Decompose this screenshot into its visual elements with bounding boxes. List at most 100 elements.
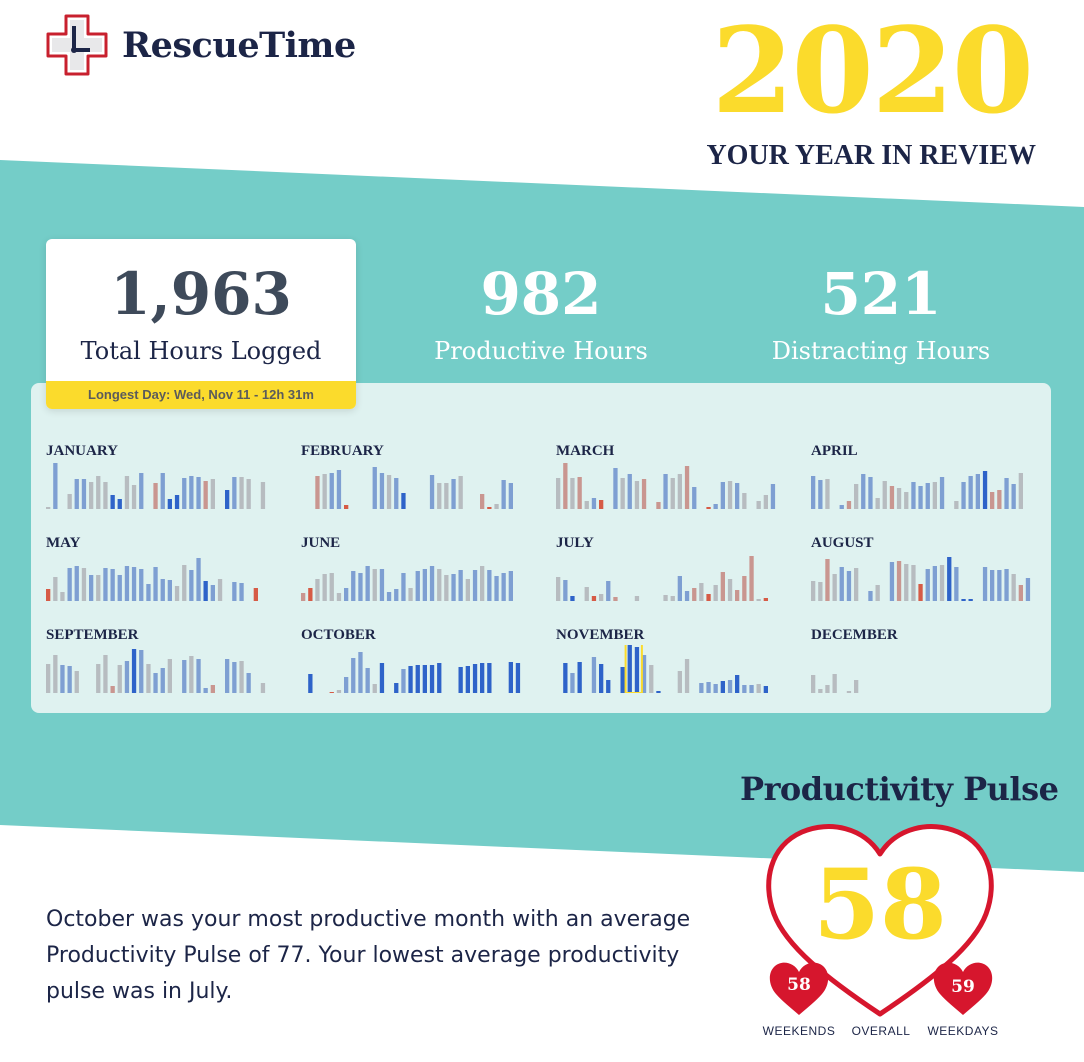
day-bar[interactable] [563,463,568,509]
day-bar[interactable] [351,571,356,601]
day-bar[interactable] [60,665,65,693]
day-bar[interactable] [81,568,87,601]
day-bar[interactable] [217,579,223,601]
day-bar[interactable] [329,573,334,601]
day-bar[interactable] [591,657,597,693]
day-bar[interactable] [918,584,923,601]
day-bar[interactable] [315,476,320,509]
day-bar[interactable] [670,596,675,601]
day-bar[interactable] [139,650,144,693]
day-bar[interactable] [727,481,733,509]
day-bar[interactable] [494,504,499,509]
day-bar[interactable] [139,473,144,509]
day-bar[interactable] [182,660,187,693]
day-bar[interactable] [260,482,266,509]
day-bar[interactable] [839,567,844,601]
day-bar[interactable] [742,576,747,601]
day-bar[interactable] [480,663,485,693]
day-bar[interactable] [487,663,492,693]
day-bar[interactable] [1025,578,1031,601]
day-bar[interactable] [811,476,816,509]
day-bar[interactable] [336,690,342,693]
day-bar[interactable] [641,655,647,693]
day-bar[interactable] [196,477,201,509]
day-bar[interactable] [720,482,725,509]
day-bar[interactable] [232,477,237,509]
day-bar[interactable] [189,570,194,601]
day-bar[interactable] [451,479,456,509]
day-bar[interactable] [46,507,51,509]
day-bar[interactable] [627,645,632,693]
day-bar[interactable] [110,686,115,693]
day-bar[interactable] [911,482,916,509]
day-bar[interactable] [563,663,568,693]
day-bar[interactable] [990,570,995,601]
day-bar[interactable] [239,583,244,601]
day-bar[interactable] [634,596,640,601]
day-bar[interactable] [508,483,513,509]
day-bar[interactable] [591,498,597,509]
day-bar[interactable] [429,475,435,509]
distracting-hours-stat[interactable]: 521 Distracting Hours [766,265,996,365]
day-bar[interactable] [684,591,690,601]
day-bar[interactable] [131,485,137,509]
day-bar[interactable] [74,671,79,693]
day-bar[interactable] [153,673,158,693]
day-bar[interactable] [997,570,1002,601]
day-bar[interactable] [451,574,456,601]
day-bar[interactable] [189,476,194,509]
day-bar[interactable] [386,475,392,509]
day-bar[interactable] [939,565,945,601]
day-bar[interactable] [756,599,761,601]
day-bar[interactable] [429,665,435,693]
day-bar[interactable] [153,483,158,509]
day-bar[interactable] [699,683,704,693]
day-bar[interactable] [613,597,618,601]
day-bar[interactable] [96,664,101,693]
day-bar[interactable] [749,556,754,601]
month-chart-july[interactable]: JULY [556,535,786,615]
day-bar[interactable] [53,463,58,509]
day-bar[interactable] [925,483,930,509]
day-bar[interactable] [315,579,320,601]
day-bar[interactable] [146,664,151,693]
day-bar[interactable] [918,486,923,509]
day-bar[interactable] [329,473,334,509]
day-bar[interactable] [501,480,506,509]
day-bar[interactable] [882,481,887,509]
day-bar[interactable] [372,467,377,509]
day-bar[interactable] [1018,585,1023,601]
day-bar[interactable] [124,566,130,601]
day-bar[interactable] [975,474,980,509]
day-bar[interactable] [763,598,768,601]
day-bar[interactable] [210,479,215,509]
day-bar[interactable] [947,557,952,601]
day-bar[interactable] [641,479,647,509]
day-bar[interactable] [322,474,327,509]
day-bar[interactable] [727,579,733,601]
day-bar[interactable] [508,662,513,693]
day-bar[interactable] [131,567,137,601]
day-bar[interactable] [480,494,485,509]
day-bar[interactable] [904,492,909,509]
day-bar[interactable] [713,684,718,693]
day-bar[interactable] [487,507,492,509]
day-bar[interactable] [961,482,966,509]
day-bar[interactable] [67,494,72,509]
day-bar[interactable] [60,592,65,601]
day-bar[interactable] [720,572,725,601]
day-bar[interactable] [932,566,937,601]
day-bar[interactable] [96,575,101,601]
day-bar[interactable] [103,568,108,601]
day-bar[interactable] [458,570,463,601]
day-bar[interactable] [336,593,342,601]
day-bar[interactable] [365,566,370,601]
month-chart-june[interactable]: JUNE [301,535,531,615]
day-bar[interactable] [429,566,435,601]
day-bar[interactable] [563,580,568,601]
day-bar[interactable] [160,579,165,601]
day-bar[interactable] [344,677,349,693]
day-bar[interactable] [239,661,244,693]
day-bar[interactable] [875,585,880,601]
day-bar[interactable] [182,565,187,601]
